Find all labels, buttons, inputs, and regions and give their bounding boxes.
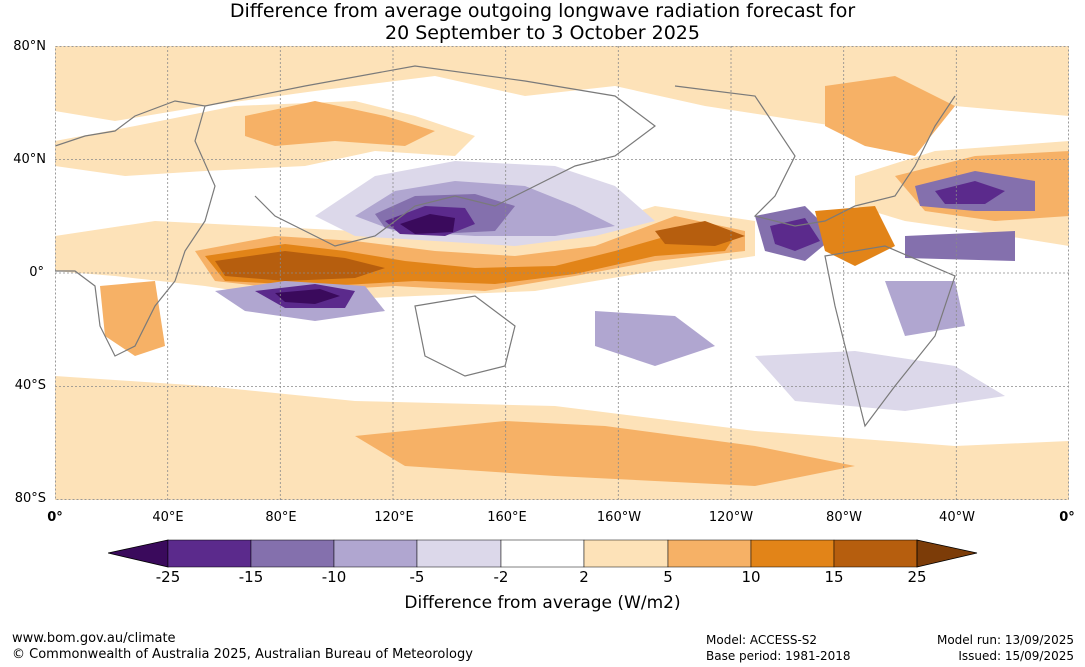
footer-url: www.bom.gov.au/climate (12, 631, 176, 646)
anomaly-field-south-orange (355, 421, 855, 486)
anomaly-field-north-orange (245, 101, 435, 146)
lon-label-40e: 40°E (152, 510, 184, 525)
lon-label-160e: 160°E (487, 510, 527, 525)
colorbar-tick--25: -25 (155, 568, 181, 586)
footer-model-run: Model run: 13/09/2025 (936, 633, 1074, 647)
lat-label-80n: 80°N (13, 39, 46, 54)
anomaly-field-atlantic-deep (935, 181, 1005, 204)
lon-label-120e: 120°E (374, 510, 414, 525)
coastlines (55, 65, 956, 428)
anomaly-field-tropical-darkest (215, 251, 385, 281)
lon-label-0-left: 0° (47, 510, 63, 525)
colorbar-tick-5: 5 (663, 568, 673, 586)
olr-anomaly-map (55, 46, 1069, 500)
title-line-2: 20 September to 3 October 2025 (385, 22, 700, 44)
anomaly-field-pacific-dark (655, 221, 745, 246)
lon-label-120w: 120°W (708, 510, 754, 525)
colorbar-tick--2: -2 (493, 568, 509, 586)
lon-label-80e: 80°E (265, 510, 297, 525)
colorbar-segment-5 (500, 539, 585, 568)
anomaly-field-camerica-deep (770, 218, 820, 251)
footer-copyright: © Commonwealth of Australia 2025, Austra… (12, 647, 473, 662)
lon-label-0-right: 0° (1059, 510, 1075, 525)
coastline-south-america (824, 245, 956, 428)
coastline-africa-europe (55, 100, 216, 357)
anomaly-field-north-light (55, 46, 1069, 126)
coastline-north-america (674, 85, 956, 227)
anomaly-field-sa-purple (885, 281, 965, 336)
graticule (55, 46, 1069, 500)
lat-label-40s: 40°S (14, 378, 46, 393)
colorbar-segment-9 (833, 539, 918, 568)
colorbar-segment-4 (416, 539, 502, 568)
colorbar-segment-3 (333, 539, 418, 568)
lon-label-80w: 80°W (826, 510, 862, 525)
map-title: Difference from average outgoing longwav… (0, 0, 1085, 44)
colorbar-tick--5: -5 (409, 568, 425, 586)
lat-label-0: 0° (29, 265, 44, 280)
anomaly-field-na-orange (825, 76, 955, 156)
anomaly-field-atl-tropic-purple (905, 231, 1015, 261)
anomaly-field-southern-lilac (755, 351, 1005, 411)
colorbar-tick--10: -10 (321, 568, 347, 586)
title-line-1: Difference from average outgoing longwav… (229, 0, 856, 22)
colorbar-segment-6 (583, 539, 669, 568)
anomaly-field-wpac-core (400, 214, 455, 234)
colorbar-max-arrow (916, 539, 978, 568)
colorbar-tick--15: -15 (238, 568, 264, 586)
anomaly-field-camerica-orange (815, 206, 895, 266)
colorbar-tick-2: 2 (579, 568, 589, 586)
colorbar-segment-7 (667, 539, 752, 568)
anomaly-field-io-core (275, 289, 340, 304)
colorbar-tick-25: 25 (907, 568, 927, 586)
colorbar-segment-8 (750, 539, 835, 568)
colorbar-min-arrow (108, 539, 169, 568)
lon-label-40w: 40°W (939, 510, 975, 525)
colorbar-tick-15: 15 (824, 568, 844, 586)
colorbar (108, 539, 978, 568)
colorbar-title: Difference from average (W/m2) (404, 593, 681, 613)
footer-base-period: Base period: 1981-2018 (706, 649, 851, 663)
anomaly-field-south-purple (595, 311, 715, 366)
lat-label-40n: 40°N (13, 152, 46, 167)
lat-label-80s: 80°S (14, 491, 46, 506)
footer-issued: Issued: 15/09/2025 (958, 649, 1074, 663)
anomaly-field-africa-orange (100, 281, 165, 356)
coastline-australia (414, 295, 516, 377)
footer-model: Model: ACCESS-S2 (706, 633, 818, 647)
colorbar-tick-10: 10 (741, 568, 761, 586)
coastline-asia (204, 65, 656, 247)
lon-label-160w: 160°W (596, 510, 642, 525)
colorbar-segment-2 (250, 539, 335, 568)
colorbar-segment-1 (167, 539, 252, 568)
